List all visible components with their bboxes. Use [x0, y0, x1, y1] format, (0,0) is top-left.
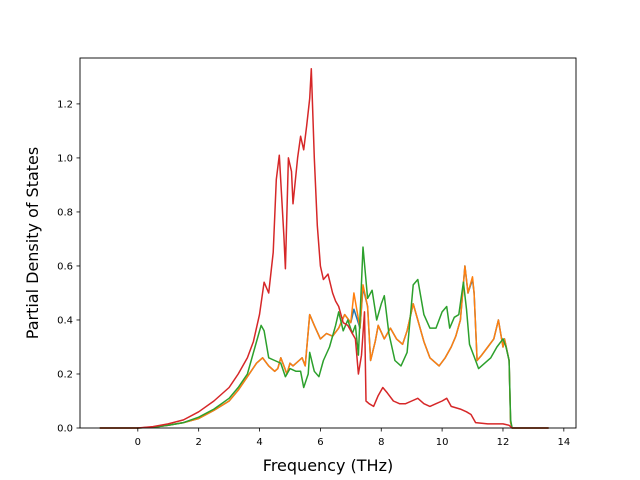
plot-background	[80, 58, 576, 428]
series-layer	[99, 68, 549, 429]
y-axis-ticks: 0.0 0.2 0.4 0.6 0.8 1.0 1.2	[57, 99, 80, 435]
x-tick-label: 0	[135, 437, 141, 448]
series-line-3	[99, 246, 549, 429]
x-tick-label: 10	[436, 437, 449, 448]
x-tick-label: 8	[378, 437, 384, 448]
y-tick-label: 1.2	[57, 99, 73, 110]
x-tick-label: 12	[497, 437, 510, 448]
y-tick-label: 0.2	[57, 369, 73, 380]
y-tick-label: 1.0	[57, 153, 73, 164]
series-line-2	[99, 265, 549, 429]
x-tick-label: 14	[557, 437, 570, 448]
x-tick-label: 4	[256, 437, 262, 448]
x-axis-label: Frequency (THz)	[263, 456, 393, 475]
y-tick-label: 0.6	[57, 261, 73, 272]
y-tick-label: 0.4	[57, 315, 73, 326]
x-axis-ticks: 0 2 4 6 8 10 12 14	[135, 428, 570, 448]
series-line-4	[99, 68, 549, 429]
y-axis-label: Partial Density of States	[23, 147, 42, 339]
x-tick-label: 6	[317, 437, 323, 448]
x-tick-label: 2	[195, 437, 201, 448]
plot-frame	[79, 57, 577, 429]
y-tick-label: 0.0	[57, 424, 73, 435]
y-tick-label: 0.8	[57, 207, 73, 218]
